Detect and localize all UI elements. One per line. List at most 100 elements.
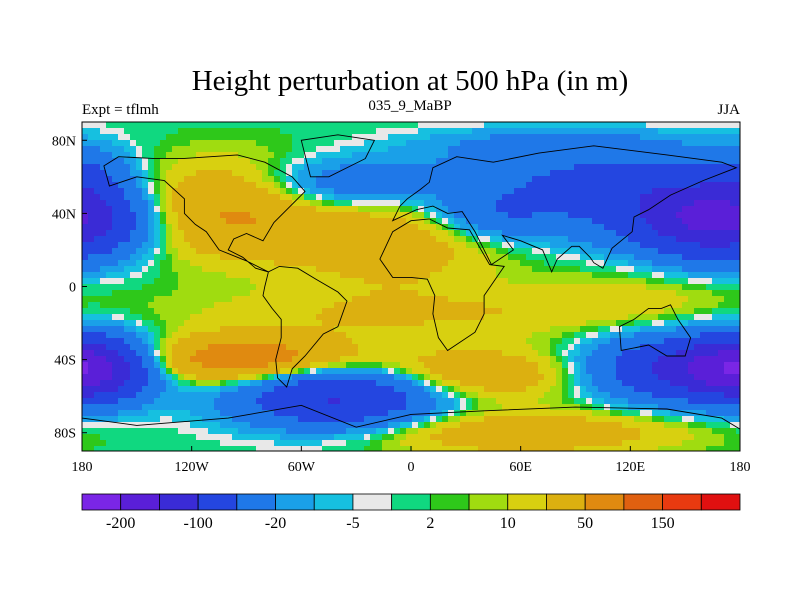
field-cell <box>334 284 341 291</box>
field-cell <box>454 176 461 183</box>
field-cell <box>442 398 449 405</box>
field-cell <box>424 128 431 135</box>
field-cell <box>166 146 173 153</box>
field-cell <box>484 194 491 201</box>
field-cell <box>508 350 515 357</box>
field-cell <box>304 440 311 447</box>
field-cell <box>448 440 455 447</box>
field-cell <box>112 332 119 339</box>
field-cell <box>334 182 341 189</box>
field-cell <box>496 332 503 339</box>
field-cell <box>562 296 569 303</box>
field-cell <box>160 230 167 237</box>
field-cell <box>616 176 623 183</box>
field-cell <box>598 446 605 452</box>
field-cell <box>124 170 131 177</box>
field-cell <box>88 368 95 375</box>
field-cell <box>586 290 593 297</box>
field-cell <box>316 254 323 261</box>
field-cell <box>562 170 569 177</box>
field-cell <box>376 176 383 183</box>
field-cell <box>334 308 341 315</box>
field-cell <box>124 200 131 207</box>
field-cell <box>82 224 89 231</box>
field-cell <box>334 446 341 452</box>
field-cell <box>358 290 365 297</box>
field-cell <box>502 158 509 165</box>
field-cell <box>148 344 155 351</box>
field-cell <box>88 332 95 339</box>
field-cell <box>418 380 425 387</box>
field-cell <box>490 188 497 195</box>
field-cell <box>322 380 329 387</box>
field-cell <box>370 344 377 351</box>
field-cell <box>142 134 149 141</box>
field-cell <box>424 344 431 351</box>
field-cell <box>478 326 485 333</box>
field-cell <box>358 140 365 147</box>
field-cell <box>100 422 107 429</box>
field-cell <box>328 308 335 315</box>
field-cell <box>274 386 281 393</box>
field-cell <box>124 260 131 267</box>
field-cell <box>514 344 521 351</box>
field-cell <box>394 242 401 249</box>
field-cell <box>304 410 311 417</box>
field-cell <box>382 404 389 411</box>
field-cell <box>88 290 95 297</box>
field-cell <box>346 242 353 249</box>
field-cell <box>568 362 575 369</box>
field-cell <box>148 218 155 225</box>
field-cell <box>166 386 173 393</box>
field-cell <box>544 392 551 399</box>
field-cell <box>358 446 365 452</box>
field-cell <box>466 254 473 261</box>
field-cell <box>316 314 323 321</box>
field-cell <box>298 380 305 387</box>
field-cell <box>400 236 407 243</box>
field-cell <box>538 296 545 303</box>
field-cell <box>190 404 197 411</box>
field-cell <box>100 266 107 273</box>
field-cell <box>406 422 413 429</box>
field-cell <box>586 302 593 309</box>
field-cell <box>208 224 215 231</box>
field-cell <box>604 212 611 219</box>
field-cell <box>232 380 239 387</box>
field-cell <box>232 206 239 213</box>
field-cell <box>250 206 257 213</box>
field-cell <box>190 308 197 315</box>
field-cell <box>136 386 143 393</box>
field-cell <box>574 446 581 452</box>
field-cell <box>106 176 113 183</box>
field-cell <box>388 338 395 345</box>
field-cell <box>244 278 251 285</box>
field-cell <box>622 200 629 207</box>
field-cell <box>184 332 191 339</box>
field-cell <box>352 314 359 321</box>
field-cell <box>196 440 203 447</box>
field-cell <box>322 152 329 159</box>
field-cell <box>406 434 413 441</box>
field-cell <box>130 176 137 183</box>
field-cell <box>454 302 461 309</box>
field-cell <box>352 434 359 441</box>
field-cell <box>262 284 269 291</box>
field-cell <box>424 362 431 369</box>
field-cell <box>364 320 371 327</box>
field-cell <box>520 446 527 452</box>
field-cell <box>478 188 485 195</box>
field-cell <box>400 242 407 249</box>
field-cell <box>532 134 539 141</box>
field-cell <box>322 212 329 219</box>
field-cell <box>454 278 461 285</box>
field-cell <box>400 320 407 327</box>
field-cell <box>190 386 197 393</box>
field-cell <box>208 332 215 339</box>
field-cell <box>160 188 167 195</box>
field-cell <box>220 440 227 447</box>
field-cell <box>478 392 485 399</box>
field-cell <box>562 422 569 429</box>
field-cell <box>292 218 299 225</box>
field-cell <box>322 158 329 165</box>
